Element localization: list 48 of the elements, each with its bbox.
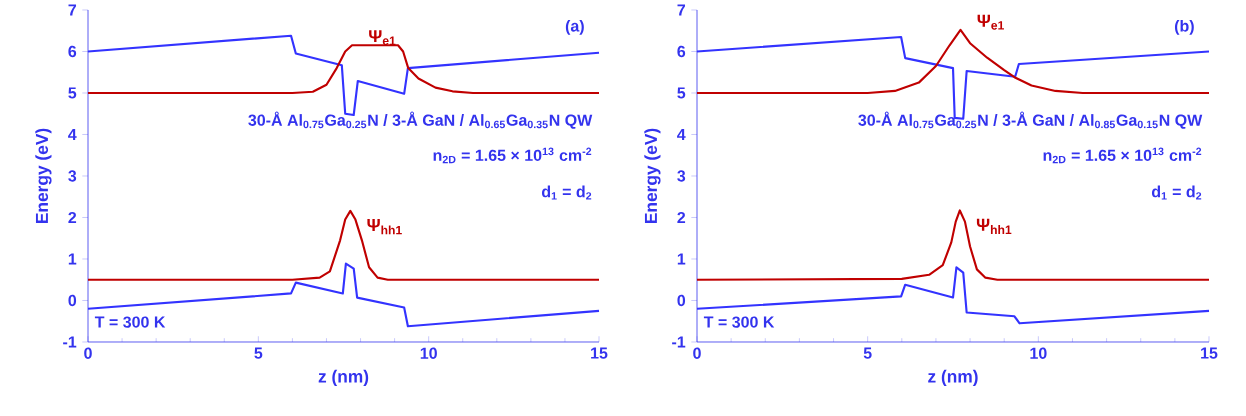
annotation: d$_{1}$ = d$_{2}$ (541, 185, 592, 200)
x-axis-title: z (nm) (928, 369, 978, 386)
x-tick-label: 5 (863, 347, 872, 359)
text: 30-Å Al$_{0.75}$Ga$_{0.25}$N / 3-Å GaN / Al$_{0.85}$Ga$_{0.15}$N QW (858, 111, 1203, 129)
x-tick-label: 5 (254, 347, 263, 359)
x-tick-label: 10 (1030, 347, 1047, 359)
y-tick-label: 3 (677, 170, 686, 182)
text: 30-Å Al$_{0.75}$Ga$_{0.25}$N / 3-Å GaN / Al$_{0.65}$Ga$_{0.35}$N QW (248, 111, 593, 129)
y-tick-label: 2 (68, 211, 77, 224)
y-tick-label: 4 (68, 129, 77, 140)
x-tick-label: 15 (591, 347, 608, 359)
y-tick-label: 1 (68, 253, 77, 265)
y-tick-label: 6 (677, 45, 686, 58)
line-series (695, 209, 1211, 281)
y-tick-label: 2 (677, 211, 686, 224)
y-tick-label: 5 (677, 87, 686, 99)
series-label: Ψ$_{e1}$ (977, 14, 1004, 30)
annotation: (a) (565, 19, 584, 35)
x-tick-label: 0 (84, 347, 92, 359)
y-tick-label: 3 (68, 170, 77, 182)
annotation: n$_{2D}$ = 1.65 × 10$^{13}$ cm$^{-2}$ (433, 147, 592, 164)
y-axis-title: Energy (eV) (35, 128, 52, 223)
y-tick-label: 7 (677, 4, 686, 16)
annotation: (b) (1174, 19, 1194, 35)
annotation: T = 300 K (94, 316, 166, 328)
y-axis-title: Energy (eV) (644, 128, 661, 223)
y-tick-label: -1 (672, 336, 686, 348)
line-series (86, 209, 601, 281)
y-tick-label: 4 (677, 129, 686, 140)
y-tick-label: 0 (677, 294, 686, 307)
y-tick-label: 5 (68, 87, 77, 99)
series-label: Ψ$_{e1}$ (369, 30, 396, 46)
series-label: Ψ$_{hh1}$ (367, 219, 402, 235)
y-tick-label: 7 (68, 4, 77, 16)
x-tick-label: 0 (693, 347, 701, 359)
annotation: d$_{1}$ = d$_{2}$ (1151, 185, 1202, 200)
x-tick-label: 10 (420, 347, 437, 359)
x-tick-label: 15 (1201, 347, 1218, 359)
series-label: Ψ$_{hh1}$ (976, 218, 1012, 234)
y-tick-label: 0 (68, 294, 77, 307)
annotation: T = 300 K (703, 316, 775, 328)
y-tick-label: 6 (68, 45, 77, 58)
y-tick-label: 1 (677, 253, 686, 265)
line-series (86, 44, 601, 95)
y-tick-label: -1 (63, 336, 77, 348)
x-axis-title: z (nm) (318, 369, 369, 386)
line-series (86, 262, 601, 328)
annotation: n$_{2D}$ = 1.65 × 10$^{13}$ cm$^{-2}$ (1043, 147, 1202, 164)
